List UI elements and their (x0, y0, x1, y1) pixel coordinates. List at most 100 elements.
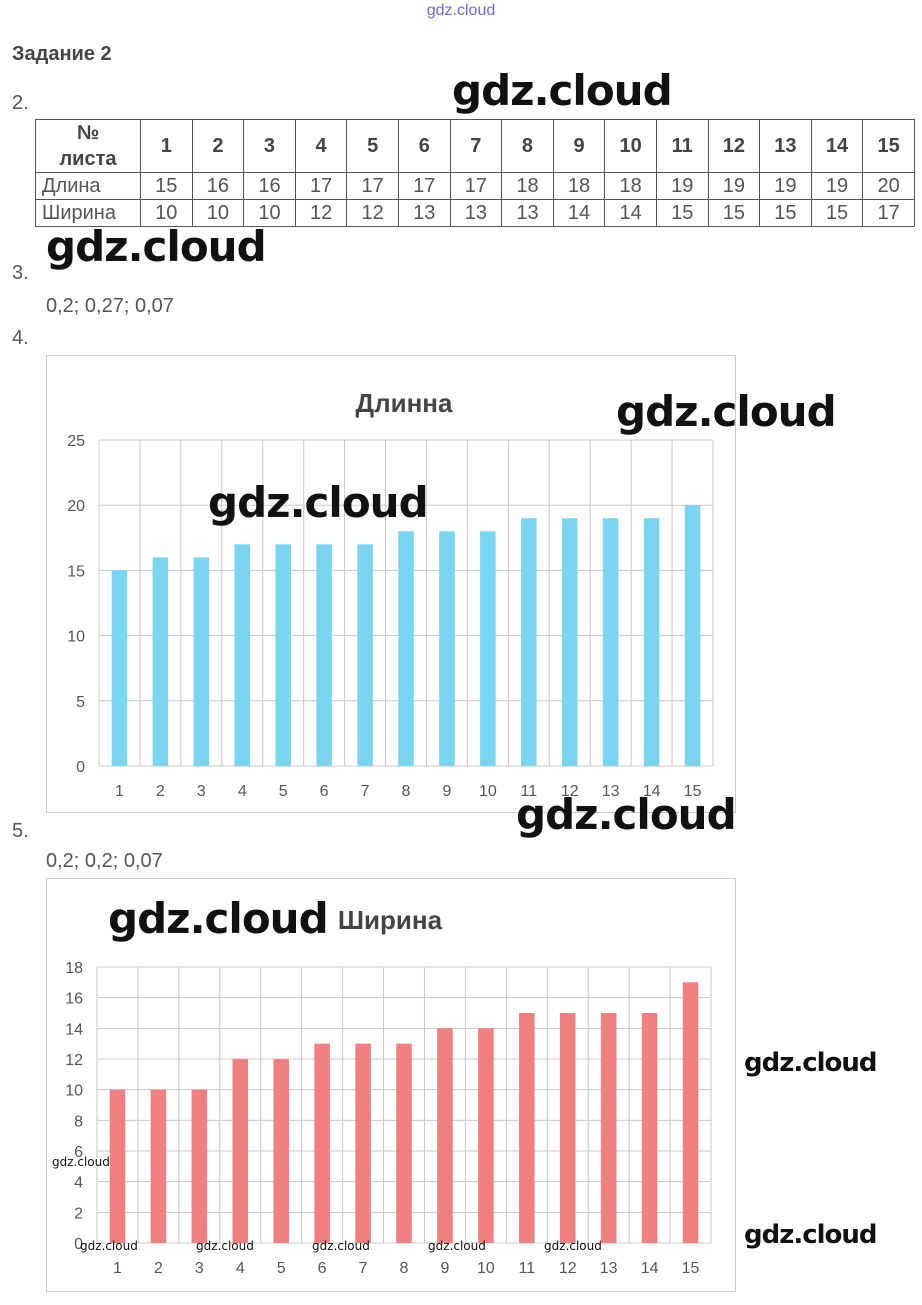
width-bar (641, 1013, 658, 1243)
length-xtick-label: 13 (602, 783, 620, 800)
length-xtick-label: 8 (402, 783, 411, 800)
length-xtick-label: 2 (156, 783, 165, 800)
width-ytick-label: 10 (65, 1083, 83, 1100)
length-bar (275, 544, 291, 766)
table-cell: 19 (759, 172, 812, 200)
table-cell: 17 (862, 199, 915, 227)
length-xtick-label: 9 (442, 783, 451, 800)
length-bar (398, 531, 414, 766)
width-ytick-label: 12 (65, 1052, 83, 1069)
length-ytick-label: 5 (76, 694, 85, 711)
table-cell: 15 (759, 199, 812, 227)
length-xtick-label: 5 (279, 783, 288, 800)
width-ytick-label: 8 (74, 1113, 83, 1130)
width-xtick-label: 13 (600, 1260, 618, 1277)
header-label: № листа (35, 119, 141, 173)
header-cell: 6 (397, 119, 451, 173)
length-ytick-label: 15 (67, 563, 85, 580)
watermark: gdz.cloud (744, 1220, 878, 1250)
width-xtick-label: 3 (195, 1260, 204, 1277)
watermark-small: gdz.cloud (544, 1239, 602, 1253)
table-cell: 20 (862, 172, 915, 200)
item-number-3: 3. (12, 262, 29, 284)
width-xtick-label: 12 (559, 1260, 577, 1277)
item-number-2: 2. (12, 92, 29, 114)
watermark: gdz.cloud (46, 222, 267, 271)
length-xtick-label: 15 (684, 783, 702, 800)
table-cell: 14 (604, 199, 657, 227)
task-heading: Задание 2 (12, 43, 112, 65)
width-bar (437, 1028, 453, 1243)
watermark-small: gdz.cloud (312, 1239, 370, 1253)
watermark-small: gdz.cloud (52, 1155, 110, 1169)
width-ytick-label: 16 (65, 991, 83, 1008)
header-cell: 11 (655, 119, 709, 173)
table-header-row: № листа 1 2 3 4 5 6 7 8 9 10 11 12 13 14… (35, 119, 915, 173)
width-xtick-label: 1 (113, 1260, 122, 1277)
table-cell: 14 (552, 199, 606, 227)
length-bar (316, 544, 332, 766)
width-bar (682, 982, 699, 1243)
length-chart-container: Длинна 0 5 10 15 20 25 1 2 3 4 5 6 7 8 9 10 11 12 13 14 15 (46, 355, 736, 813)
table-cell: 17 (397, 172, 451, 200)
table-cell: 10 (140, 199, 193, 227)
row-label: Ширина (35, 199, 141, 227)
width-bar (150, 1089, 167, 1243)
table-cell: 18 (552, 172, 606, 200)
width-bar (273, 1059, 289, 1243)
length-ytick-label: 0 (76, 759, 85, 776)
table-cell: 16 (243, 172, 296, 200)
width-xtick-label: 6 (318, 1260, 327, 1277)
data-table: № листа 1 2 3 4 5 6 7 8 9 10 11 12 13 14… (35, 119, 915, 227)
length-bar (643, 518, 660, 766)
table-cell: 10 (243, 199, 296, 227)
width-bar (314, 1043, 330, 1243)
table-cell: 13 (449, 199, 503, 227)
length-xtick-label: 10 (479, 783, 497, 800)
watermark-small: gdz.cloud (428, 1239, 486, 1253)
table-cell: 18 (604, 172, 657, 200)
header-cell: 13 (759, 119, 812, 173)
header-cell: 3 (243, 119, 296, 173)
table-cell: 16 (191, 172, 245, 200)
length-bar (684, 505, 701, 766)
header-cell: 9 (552, 119, 606, 173)
width-bar (191, 1089, 208, 1243)
length-chart-title: Длинна (356, 388, 453, 418)
table-row-width: Ширина 10 10 10 12 12 13 13 13 14 14 15 … (35, 199, 915, 227)
length-xtick-label: 7 (361, 783, 370, 800)
length-xtick-label: 4 (238, 783, 247, 800)
table-cell: 15 (655, 199, 709, 227)
length-bar (152, 557, 169, 766)
header-cell: 8 (501, 119, 554, 173)
width-ytick-label: 4 (74, 1175, 83, 1192)
length-xtick-label: 11 (520, 783, 537, 800)
header-cell: 4 (294, 119, 348, 173)
table-cell: 13 (397, 199, 451, 227)
header-cell: 1 (140, 119, 193, 173)
table-cell: 15 (707, 199, 761, 227)
header-cell: 12 (707, 119, 761, 173)
row-label: Длина (35, 172, 141, 200)
length-xtick-label: 1 (115, 783, 124, 800)
watermark-small: gdz.cloud (80, 1239, 138, 1253)
width-chart-title: Ширина (338, 905, 443, 935)
header-cell: 7 (449, 119, 503, 173)
table-cell: 17 (449, 172, 503, 200)
width-bar (355, 1043, 371, 1243)
watermark: gdz.cloud (516, 790, 737, 839)
watermark: gdz.cloud (108, 894, 329, 943)
width-xtick-label: 4 (236, 1260, 245, 1277)
table-cell: 17 (346, 172, 399, 200)
watermark: gdz.cloud (744, 1048, 878, 1078)
answer-3: 0,2; 0,27; 0,07 (46, 295, 174, 317)
watermark: gdz.cloud (452, 66, 673, 115)
table-cell: 19 (655, 172, 709, 200)
width-chart-container: Ширина 0 2 4 6 8 10 12 14 16 18 1 2 3 4 5 6 7 8 9 10 11 12 13 1… (46, 878, 736, 1292)
width-ytick-label: 14 (65, 1021, 83, 1038)
width-xtick-label: 8 (400, 1260, 409, 1277)
header-label-line1: № (76, 122, 100, 144)
header-cell: 5 (346, 119, 399, 173)
length-bar (439, 531, 455, 766)
top-watermark: gdz.cloud (426, 2, 496, 19)
